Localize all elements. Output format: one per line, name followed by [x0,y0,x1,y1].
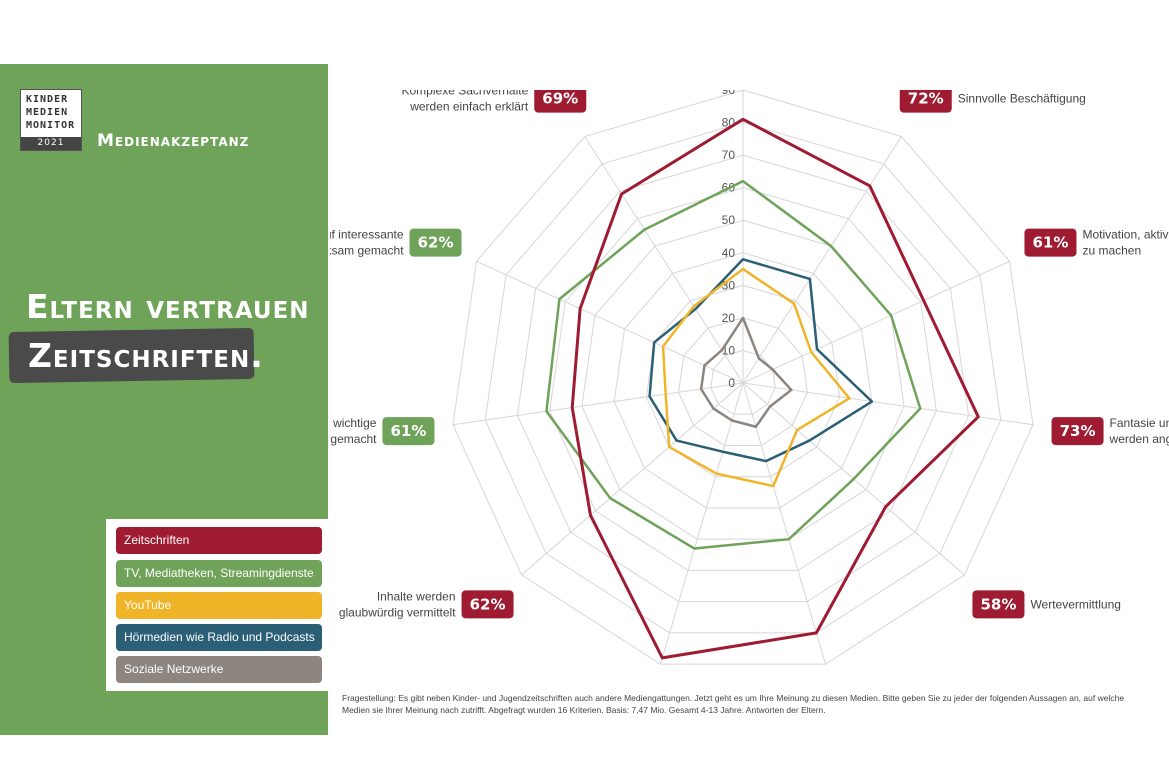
headline-line-1: Eltern vertrauen [26,287,310,326]
value-badge-text-3: 73% [1060,422,1096,440]
grid-ring-70 [516,154,970,603]
tick-label-50: 50 [722,213,736,227]
spoke-9 [476,260,744,384]
legend-item-zeitschriften: Zeitschriften [116,527,322,554]
spoke-7 [521,382,744,576]
legend-item-hoermedien: Hörmedien wie Radio und Podcasts [116,624,322,651]
value-badge-7: 62% [461,590,514,619]
grid-ring-20 [678,317,808,446]
value-badge-text-2: 61% [1033,234,1069,252]
series-line-tv [545,179,922,550]
legend-item-soziale-netzwerke: Soziale Netzwerke [116,656,322,683]
value-badge-text-1: 72% [908,90,944,108]
spoke-6 [659,382,744,665]
category-label-4: Wertevermittlung [1030,597,1120,611]
value-badge-text-10: 69% [542,90,578,108]
value-badge-text-8: 61% [390,422,426,440]
tick-label-20: 20 [722,311,736,325]
category-label-3: Fantasie und Kreativitätwerden angeregt [1109,416,1169,446]
tick-label-40: 40 [722,246,736,260]
tick-label-70: 70 [722,148,736,162]
value-badge-10: 69% [534,90,587,113]
spoke-2 [742,260,1010,384]
tick-label-90: 90 [722,90,736,97]
legend-item-youtube: YouTube [116,592,322,619]
footnote: Fragestellung: Es gibt neben Kinder- und… [342,693,1125,715]
logo-year: 2021 [21,137,81,150]
logo-line-2: MEDIEN [26,107,69,118]
category-label-10: Komplexe Sachverhalte werden einfach erkl… [402,90,529,114]
value-badge-3: 73% [1051,417,1104,446]
legend-item-tv: TV, Mediatheken, Streamingdienste [116,560,322,587]
logo-line-3: MONITOR [26,120,76,131]
category-label-9: Kind wird auf interessanteProdukte aufme… [330,228,404,258]
spoke-1 [742,136,902,384]
section-label: Medienakzeptanz [97,131,250,151]
grid-ring-30 [645,284,841,478]
value-badge-text-4: 58% [980,595,1016,613]
grid-ring-90 [452,90,1034,665]
value-badge-8: 61% [382,417,435,446]
value-badge-2: 61% [1024,228,1077,257]
grid-ring-60 [549,187,937,571]
category-label-2: Motivation, aktiv etwaszu machen [1082,228,1169,258]
headline-line-2: Zeitschriften. [28,336,264,375]
category-label-8: Kind wird auf wichtigeThemen aufmerksam … [330,416,377,446]
series-line-hoermedien [648,258,874,463]
value-badge-4: 58% [972,590,1025,619]
spoke-3 [742,382,1034,426]
value-badge-text-9: 62% [418,234,454,252]
category-label-7: Inhalte werden glaubwürdig vermittelt [339,589,456,619]
spoke-10 [584,136,744,384]
grid-ring-40 [613,252,873,509]
value-badge-1: 72% [899,90,952,113]
value-badge-9: 62% [409,228,462,257]
kindermedienmonitor-logo: KINDER MEDIEN MONITOR 2021 [20,89,82,151]
chart-legend: Zeitschriften TV, Mediatheken, Streaming… [106,519,330,691]
logo-line-1: KINDER [26,94,69,105]
series-line-zeitschriften [570,117,980,660]
spoke-5 [742,382,827,665]
spoke-8 [452,382,744,426]
series-line-soziale-netzwerke [699,316,793,428]
tick-label-0: 0 [728,376,735,390]
category-label-1: Sinnvolle Beschäftigung [958,92,1086,106]
series-line-youtube [661,267,851,488]
grid-ring-80 [484,122,1002,634]
value-badge-text-7: 62% [470,595,506,613]
